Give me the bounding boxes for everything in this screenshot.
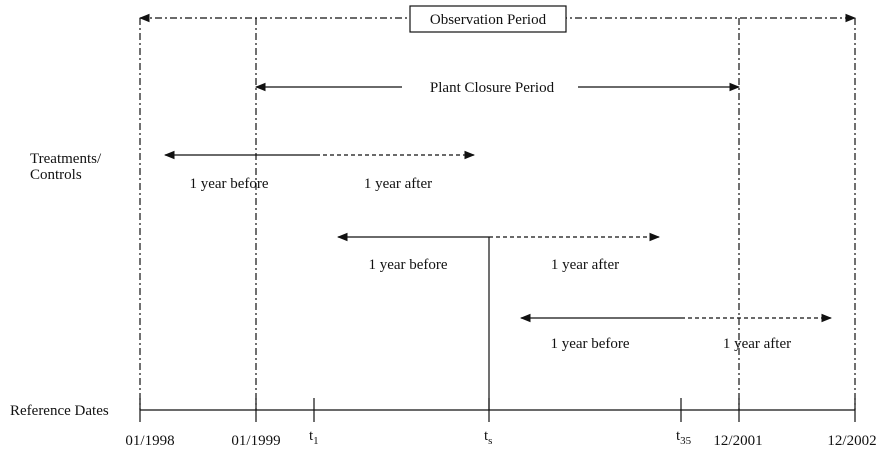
marker-base: t — [676, 428, 681, 444]
before-label: 1 year before — [550, 336, 629, 352]
after-label: 1 year after — [723, 336, 791, 352]
marker-label: t35 — [676, 428, 692, 447]
marker-sub: 1 — [313, 435, 319, 447]
reference-label: Reference Dates — [10, 403, 109, 419]
before-label: 1 year before — [189, 176, 268, 192]
marker-label: t1 — [309, 428, 319, 447]
date-label: 12/2001 — [713, 433, 762, 449]
after-label: 1 year after — [364, 176, 432, 192]
date-label: 12/2002 — [827, 433, 876, 449]
marker-base: t — [309, 428, 314, 444]
before-label: 1 year before — [368, 257, 447, 273]
marker-label: ts — [484, 428, 492, 447]
marker-sub: s — [488, 435, 492, 447]
rows-label: Controls — [30, 167, 82, 183]
ticks — [139, 398, 856, 422]
date-label: 01/1999 — [231, 433, 280, 449]
observation-box — [409, 5, 567, 33]
marker-sub: 35 — [680, 435, 692, 447]
closure-label: Plant Closure Period — [430, 80, 555, 96]
rows-label: Treatments/ — [30, 151, 102, 167]
marker-base: t — [484, 428, 489, 444]
observation-label: Observation Period — [430, 12, 547, 28]
date-label: 01/1998 — [125, 433, 174, 449]
after-label: 1 year after — [551, 257, 619, 273]
